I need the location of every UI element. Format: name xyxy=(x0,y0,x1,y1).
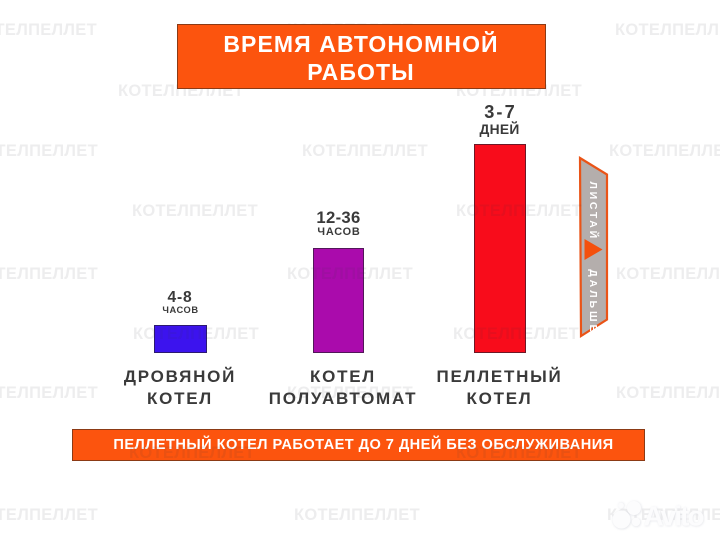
svg-text:ЛИСТАЙ: ЛИСТАЙ xyxy=(587,182,600,241)
svg-text:Avito: Avito xyxy=(644,501,705,532)
svg-text:ДАЛЬШЕ: ДАЛЬШЕ xyxy=(587,269,599,334)
svg-text:Avito: Avito xyxy=(644,501,705,532)
